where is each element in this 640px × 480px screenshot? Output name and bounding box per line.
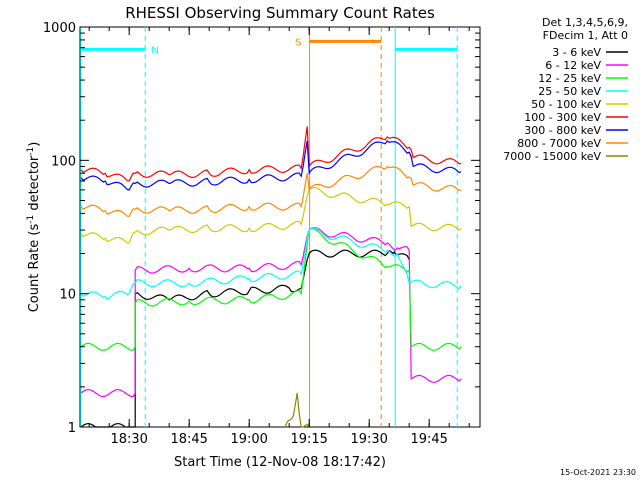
series-line-6-12-kev <box>80 227 462 398</box>
legend-entry-label: 50 - 100 keV <box>531 98 601 111</box>
x-tick-label: 18:30 <box>110 432 147 447</box>
x-axis-ticks: 18:30 18:45 19:00 19:15 19:30 19:45 <box>88 27 470 447</box>
legend-entry-label: 12 - 25 keV <box>538 72 601 85</box>
y-axis-ticks: 1 10 100 1000 <box>43 21 480 436</box>
legend-entry-label: 25 - 50 keV <box>538 85 601 98</box>
legend-header-line: FDecim 1, Att 0 <box>543 29 628 42</box>
y-axis-label: Count Rate (s-1 detector-1) <box>26 142 42 313</box>
series-line-100-300-kev <box>80 126 462 182</box>
y-tick-label: 10 <box>59 288 76 303</box>
series-line-300-800-kev <box>80 139 462 191</box>
x-tick-label: 19:30 <box>350 432 387 447</box>
x-axis-label: Start Time (12-Nov-08 18:17:42) <box>174 455 386 470</box>
flag-marker-label: S <box>295 37 301 48</box>
y-label-part: ) <box>27 142 42 147</box>
series-line-3-6-kev <box>80 249 410 428</box>
series-line-800-7000-kev <box>80 165 462 218</box>
legend-entry-label: 300 - 800 keV <box>524 124 601 137</box>
legend-entry-label: 800 - 7000 keV <box>517 137 601 150</box>
series-line-25-50-kev <box>80 227 462 301</box>
legend-entry-label: 3 - 6 keV <box>552 46 601 59</box>
x-tick-label: 19:15 <box>290 432 327 447</box>
flag-marker-label: N <box>151 45 158 56</box>
legend-entry-label: 6 - 12 keV <box>545 59 601 72</box>
x-tick-label: 18:45 <box>170 432 207 447</box>
y-tick-label: 1 <box>68 421 76 436</box>
svg-text:Count Rate (s-1 detector-1): Count Rate (s-1 detector-1) <box>26 142 42 313</box>
y-label-part: detector <box>27 155 42 215</box>
x-tick-label: 19:45 <box>410 432 447 447</box>
legend: Det 1,3,4,5,6,9,FDecim 1, Att 0 3 - 6 keV… <box>503 16 628 163</box>
series-lines <box>80 126 462 428</box>
series-line-50-100-kev <box>80 187 462 244</box>
observing-flags: NS <box>80 27 458 427</box>
legend-header-line: Det 1,3,4,5,6,9, <box>542 16 628 29</box>
chart-title: RHESSI Observing Summary Count Rates <box>125 4 435 22</box>
y-label-sup: -1 <box>26 147 36 156</box>
y-tick-label: 100 <box>51 154 76 169</box>
legend-entry-label: 100 - 300 keV <box>524 111 601 124</box>
series-line-12-25-kev <box>80 228 462 351</box>
legend-entry-label: 7000 - 15000 keV <box>503 150 601 163</box>
timestamp-footer: 15-Oct-2021 23:30 <box>560 468 636 477</box>
series-line-7000-15000-kev <box>284 392 310 428</box>
x-tick-label: 19:00 <box>230 432 267 447</box>
plot-frame <box>79 26 481 428</box>
y-label-sup: -1 <box>26 215 36 224</box>
y-label-part: Count Rate (s <box>27 224 42 313</box>
y-tick-label: 1000 <box>43 21 76 36</box>
